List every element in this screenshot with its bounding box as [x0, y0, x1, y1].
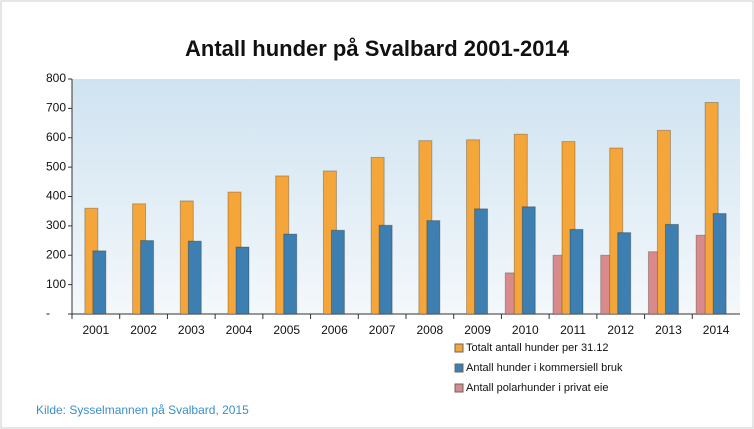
x-tick-label: 2012	[607, 323, 634, 337]
y-tick-label: 600	[46, 130, 66, 144]
x-tick-label: 2005	[273, 323, 300, 337]
x-tick-label: 2001	[83, 323, 110, 337]
bar	[378, 224, 393, 315]
x-tick-label: 2014	[703, 323, 730, 337]
x-tick-label: 2013	[655, 323, 682, 337]
legend-label: Antall hunder i kommersiell bruk	[466, 362, 623, 374]
bar	[140, 240, 155, 315]
bar	[330, 229, 345, 315]
bar	[92, 250, 107, 315]
x-tick-label: 2011	[560, 323, 586, 337]
x-tick-label: 2010	[512, 323, 539, 337]
y-tick-label: 100	[46, 277, 66, 291]
y-tick-label: 200	[46, 247, 66, 261]
x-tick-label: 2008	[417, 323, 444, 337]
bar	[664, 223, 679, 315]
legend-label: Antall polarhunder i privat eie	[466, 382, 608, 394]
x-tick-label: 2002	[130, 323, 157, 337]
y-tick-label: 700	[46, 101, 66, 115]
bar	[569, 228, 584, 315]
bar	[617, 232, 632, 315]
source: Kilde: Sysselmannen på Svalbard, 2015	[36, 403, 249, 417]
y-tick-label: 800	[46, 71, 66, 85]
legend-swatch	[454, 383, 464, 393]
bar	[521, 206, 536, 315]
x-tick-label: 2003	[178, 323, 205, 337]
y-tick-label: 400	[46, 189, 66, 203]
y-tick-label: 500	[46, 159, 66, 173]
bar	[235, 246, 250, 315]
bar	[712, 213, 727, 315]
bar	[426, 220, 441, 315]
legend-swatch	[454, 343, 464, 353]
bar	[187, 240, 202, 315]
bar	[474, 208, 489, 315]
x-tick-label: 2009	[464, 323, 491, 337]
chart-title: Antall hunder på Svalbard 2001-2014	[185, 36, 570, 61]
x-tick-label: 2006	[321, 323, 348, 337]
legend-label: Totalt antall hunder per 31.12	[466, 342, 609, 354]
y-tick-label: -	[46, 306, 50, 320]
bar	[283, 233, 298, 315]
plot-area	[72, 79, 740, 314]
x-tick-label: 2007	[369, 323, 396, 337]
y-tick-label: 300	[46, 218, 66, 232]
legend-swatch	[454, 363, 464, 373]
x-tick-label: 2004	[226, 323, 253, 337]
